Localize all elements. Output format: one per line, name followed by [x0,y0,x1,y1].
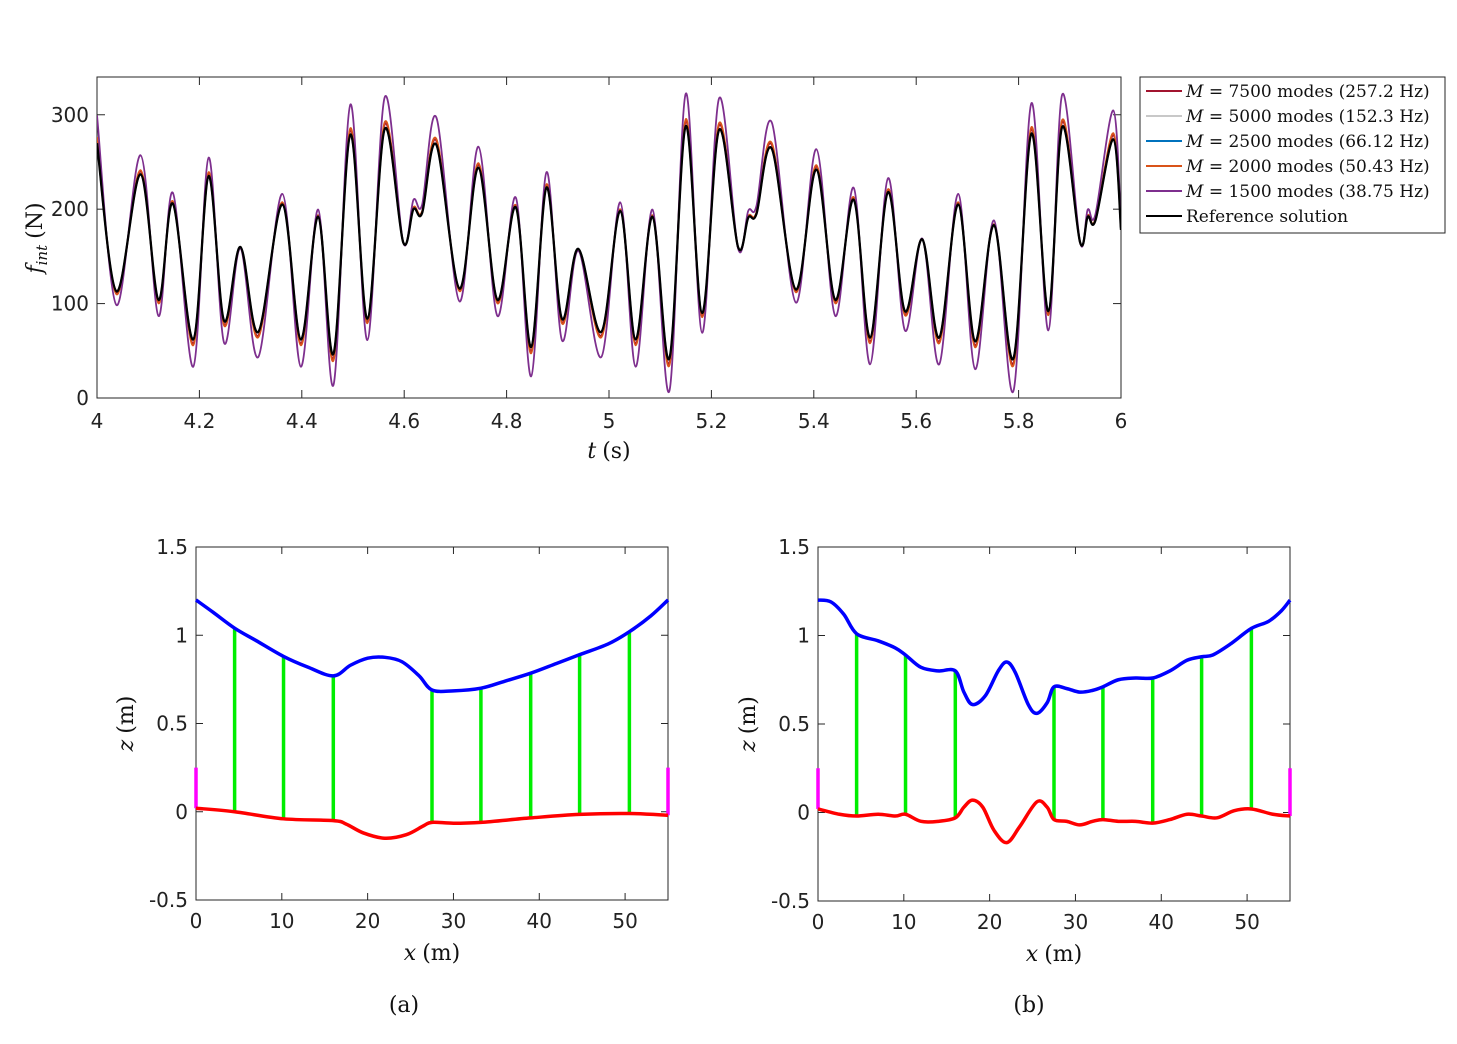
top-ytick-label: 100 [51,292,89,316]
top-xtick-label: 4.2 [183,409,215,433]
top-ylabel-unit: (N) [23,202,48,238]
legend-entry-symbol: M [1185,182,1204,202]
bridge-xlabel-unit: (m) [422,941,460,966]
bridge-xtick-label: 40 [1149,910,1174,934]
bridge-chart-(b): 0 10 20 30 40 50-0.500.511.5(b) [771,535,1292,1018]
legend-entry-label: = 1500 modes (38.75 Hz) [1203,182,1429,202]
bridge-ylabel-unit: (m) [114,696,139,734]
bridge-xtick-label: 10 [891,910,916,934]
bridge-xlabel: x (m) [404,941,460,966]
top-xtick-label: 4.4 [286,409,318,433]
legend-entry-2: M = 2500 modes (66.12 Hz) [1185,132,1430,152]
bridge-ytick-label: 0.5 [156,712,188,736]
legend-entry-label: = 2500 modes (66.12 Hz) [1203,132,1429,152]
top-xtick-label: 5.2 [695,409,727,433]
top-xtick-label: 5 [603,409,616,433]
legend: M = 7500 modes (257.2 Hz)M = 5000 modes … [1139,76,1446,234]
top-ytick-label: 300 [51,103,89,127]
legend-entry-symbol: M [1185,132,1204,152]
legend-entry-label: Reference solution [1186,207,1348,227]
legend-entry-symbol: M [1185,157,1204,177]
bridge-xtick-label: 10 [269,909,294,933]
top-xtick-label: 4.6 [388,409,420,433]
top-ytick-label: 200 [51,197,89,221]
bridge-ytick-label: -0.5 [771,889,810,913]
bridge-chart-(a): 0 10 20 30 40 50-0.500.511.5(a) [149,535,670,1018]
bridge-ylabel: z (m) [736,696,761,753]
bridge-ytick-label: 1.5 [778,535,810,559]
bridge-ytick-label: 1.5 [156,535,188,559]
bridge-ylabel-symbol: z [736,740,761,753]
top-xtick-label: 5.6 [900,409,932,433]
bridge-ytick-label: 1 [797,624,810,648]
bridge-xtick-label: 20 [355,909,380,933]
legend-entry-0: M = 7500 modes (257.2 Hz) [1185,82,1430,102]
bridge-xtick-label: 20 [977,910,1002,934]
bridge-xlabel-symbol: x [1026,942,1039,967]
bridge-xlabel-unit: (m) [1044,942,1082,967]
top-chart: 4 4.2 4.4 4.6 4.8 5 5.2 5.4 5.6 5.8 6 0 100 200 300 M =… [51,76,1446,433]
legend-entry-3: M = 2000 modes (50.43 Hz) [1185,157,1430,177]
top-xtick-label: 4 [91,409,104,433]
deck-curve [195,806,669,840]
legend-entry-symbol: M [1185,82,1204,102]
legend-entry-5: Reference solution [1186,207,1348,227]
bridge-xlabel: x (m) [1026,942,1082,967]
bridge-xtick-label: 50 [1234,910,1259,934]
subfigure-caption: (b) [1013,993,1044,1018]
top-xlabel-symbol: t [587,439,596,464]
bridge-xtick-label: 50 [612,909,637,933]
bridge-ytick-label: 0 [175,800,188,824]
top-xlabel: t (s) [587,439,630,464]
top-series-line-5 [97,124,1121,361]
legend-entry-symbol: M [1185,107,1204,127]
subfigure-caption: (a) [389,993,419,1018]
legend-entry-4: M = 1500 modes (38.75 Hz) [1185,182,1430,202]
bridge-ytick-label: -0.5 [149,888,188,912]
legend-entry-label: = 5000 modes (152.3 Hz) [1203,107,1429,127]
top-plot-area [96,76,1122,399]
legend-entry-1: M = 5000 modes (152.3 Hz) [1185,107,1430,127]
legend-box [1139,76,1446,234]
bridge-xtick-label: 0 [812,910,825,934]
bridge-ylabel: z (m) [114,696,139,753]
bridge-xtick-label: 0 [190,909,203,933]
main-cable-curve [194,598,670,694]
bridge-xlabel-symbol: x [404,941,417,966]
top-ylabel: fint(N) [23,202,51,275]
top-xtick-label: 4.8 [491,409,523,433]
legend-entry-label: = 2000 modes (50.43 Hz) [1203,157,1429,177]
bridge-ytick-label: 1 [175,623,188,647]
top-ytick-label: 0 [76,386,89,410]
top-xtick-label: 5.4 [798,409,830,433]
top-ylabel-subscript: int [33,244,51,265]
top-xtick-label: 5.8 [1003,409,1035,433]
bridge-xtick-label: 30 [441,909,466,933]
legend-entry-label: = 7500 modes (257.2 Hz) [1203,82,1429,102]
bridge-xtick-label: 40 [527,909,552,933]
top-xtick-label: 6 [1115,409,1128,433]
bridge-ytick-label: 0 [797,801,810,825]
bridge-ylabel-symbol: z [114,739,139,752]
main-cable-curve [817,598,1292,716]
bridge-xtick-label: 30 [1063,910,1088,934]
bridge-ylabel-unit: (m) [736,696,761,734]
bridge-ytick-label: 0.5 [778,712,810,736]
top-xlabel-unit: (s) [602,439,630,464]
deck-curve [817,798,1291,845]
